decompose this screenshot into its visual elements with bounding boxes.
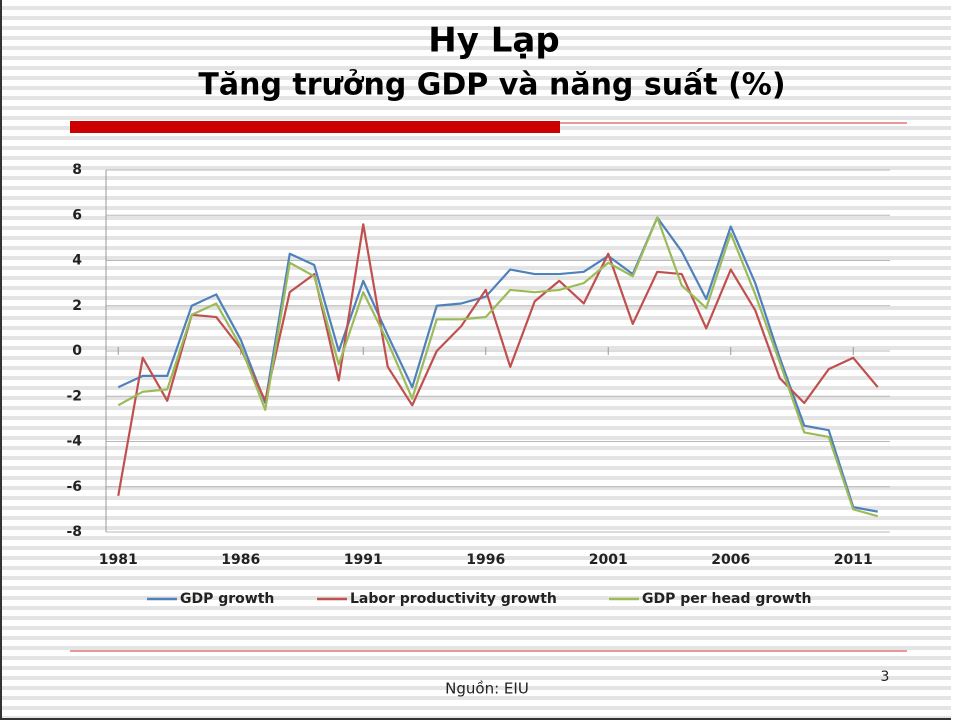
data-line [117, 216, 878, 513]
slide-title: Hy Lạp [428, 21, 559, 61]
x-tick-label: 1996 [466, 552, 505, 568]
page-number: 3 [881, 669, 890, 685]
y-tick-label: 0 [72, 343, 82, 359]
title-bar [70, 121, 560, 133]
y-tick-label: -8 [66, 524, 82, 540]
y-tick-label: 4 [72, 253, 82, 269]
x-tick-label: 2001 [589, 552, 628, 568]
legend-label: Labor productivity growth [350, 591, 557, 607]
data-line [117, 223, 879, 496]
legend-label: GDP per head growth [642, 591, 811, 607]
x-tick-label: 1981 [99, 552, 138, 568]
x-tick-label: 1991 [344, 552, 383, 568]
y-tick-label: 8 [72, 162, 82, 178]
y-tick-label: 2 [72, 298, 82, 314]
data-line [117, 216, 879, 518]
y-tick-label: -6 [66, 479, 82, 495]
y-tick-label: -2 [66, 388, 82, 404]
slide-subtitle: Tăng trưởng GDP và năng suất (%) [198, 68, 785, 103]
source: Nguồn: EIU [445, 680, 529, 698]
x-tick-label: 1986 [221, 552, 260, 568]
legend-label: GDP growth [180, 591, 274, 607]
x-tick-label: 2011 [834, 552, 873, 568]
y-tick-label: -4 [66, 434, 82, 450]
y-tick-label: 6 [72, 207, 82, 223]
x-tick-label: 2006 [711, 552, 750, 568]
